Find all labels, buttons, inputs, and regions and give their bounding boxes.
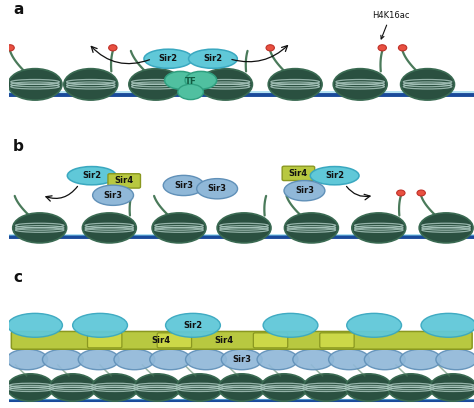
Text: Sir3: Sir3 (103, 191, 123, 200)
Text: Sir3: Sir3 (208, 184, 227, 193)
Ellipse shape (67, 166, 116, 185)
Ellipse shape (164, 71, 196, 89)
Ellipse shape (114, 349, 155, 370)
Ellipse shape (150, 349, 191, 370)
Ellipse shape (91, 374, 138, 401)
Text: Sir4: Sir4 (151, 336, 170, 345)
Ellipse shape (436, 349, 474, 370)
Text: Sir2: Sir2 (325, 171, 344, 180)
Ellipse shape (13, 213, 67, 243)
Ellipse shape (421, 313, 474, 337)
Text: Sir2: Sir2 (82, 171, 101, 180)
Ellipse shape (199, 69, 253, 100)
Ellipse shape (365, 349, 405, 370)
Circle shape (6, 45, 14, 51)
Ellipse shape (73, 313, 128, 337)
Ellipse shape (268, 69, 322, 100)
Ellipse shape (293, 349, 334, 370)
Ellipse shape (176, 374, 223, 401)
Ellipse shape (221, 349, 262, 370)
FancyBboxPatch shape (108, 174, 140, 188)
Ellipse shape (217, 213, 271, 243)
Text: Sir2: Sir2 (183, 321, 202, 330)
Text: Sir2: Sir2 (159, 54, 178, 63)
Text: a: a (13, 2, 24, 17)
Ellipse shape (82, 213, 137, 243)
Text: Sir3: Sir3 (232, 355, 251, 364)
Ellipse shape (8, 313, 63, 337)
Ellipse shape (284, 181, 325, 201)
Ellipse shape (388, 374, 434, 401)
Ellipse shape (263, 313, 318, 337)
Text: Sir4: Sir4 (115, 176, 134, 185)
Ellipse shape (178, 84, 203, 100)
Text: Sir3: Sir3 (295, 186, 314, 195)
FancyBboxPatch shape (320, 333, 354, 348)
Ellipse shape (49, 374, 96, 401)
Ellipse shape (284, 213, 338, 243)
Ellipse shape (401, 69, 455, 100)
Ellipse shape (197, 179, 237, 199)
Ellipse shape (78, 349, 119, 370)
Ellipse shape (64, 69, 118, 100)
Ellipse shape (144, 49, 193, 68)
Circle shape (397, 190, 405, 196)
Ellipse shape (163, 175, 204, 195)
Ellipse shape (165, 313, 220, 337)
Ellipse shape (219, 374, 265, 401)
Ellipse shape (92, 185, 134, 205)
Ellipse shape (189, 49, 237, 68)
Text: Sir2: Sir2 (203, 54, 222, 63)
Text: TF: TF (185, 77, 197, 86)
Text: Sir3: Sir3 (174, 181, 193, 190)
FancyBboxPatch shape (11, 331, 472, 349)
Circle shape (417, 190, 425, 196)
Circle shape (109, 45, 117, 51)
Text: b: b (13, 139, 24, 153)
Ellipse shape (430, 374, 474, 401)
FancyBboxPatch shape (157, 333, 191, 348)
Text: c: c (13, 270, 22, 284)
Ellipse shape (303, 374, 349, 401)
Ellipse shape (7, 374, 54, 401)
Ellipse shape (400, 349, 441, 370)
Ellipse shape (346, 374, 392, 401)
Circle shape (378, 45, 386, 51)
Ellipse shape (333, 69, 387, 100)
Ellipse shape (43, 349, 83, 370)
FancyBboxPatch shape (253, 333, 288, 348)
Ellipse shape (346, 313, 401, 337)
FancyBboxPatch shape (282, 166, 315, 181)
Ellipse shape (257, 349, 298, 370)
FancyBboxPatch shape (88, 333, 122, 348)
Ellipse shape (134, 374, 181, 401)
Ellipse shape (129, 69, 183, 100)
Ellipse shape (328, 349, 369, 370)
Circle shape (266, 45, 274, 51)
Ellipse shape (185, 349, 227, 370)
Ellipse shape (419, 213, 473, 243)
Ellipse shape (185, 71, 217, 89)
Text: H4K16ac: H4K16ac (372, 11, 410, 39)
Ellipse shape (310, 166, 359, 185)
Ellipse shape (261, 374, 307, 401)
Ellipse shape (352, 213, 406, 243)
Ellipse shape (7, 349, 47, 370)
Circle shape (399, 45, 407, 51)
Text: Sir4: Sir4 (289, 169, 308, 178)
Ellipse shape (152, 213, 206, 243)
Text: Sir4: Sir4 (215, 336, 234, 345)
Ellipse shape (8, 69, 62, 100)
